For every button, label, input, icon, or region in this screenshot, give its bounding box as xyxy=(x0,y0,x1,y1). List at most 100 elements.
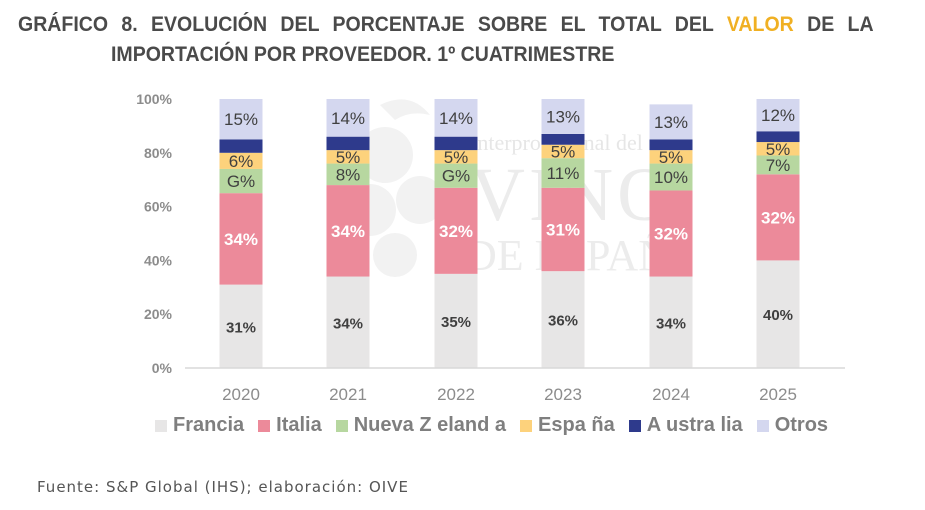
bars: 31%34%G%6%15%34%34%8%5%14%35%32%G%5%14%3… xyxy=(219,99,800,368)
bar-segment-italia xyxy=(649,190,693,277)
y-tick-label: 80% xyxy=(144,145,173,161)
legend-label: Otros xyxy=(774,414,829,436)
data-label: 8% xyxy=(336,165,361,184)
legend-item-españa: Espa ña xyxy=(520,414,615,437)
x-tick-label: 2021 xyxy=(329,385,367,404)
x-tick-label: 2023 xyxy=(544,385,582,404)
legend-swatch xyxy=(520,419,533,432)
bar-segment-italia xyxy=(219,193,263,285)
bar-segment-españa xyxy=(649,150,693,164)
bar-segment-francia xyxy=(756,260,800,368)
legend-item-italia: Italia xyxy=(258,414,322,437)
title-accent: VALOR xyxy=(726,13,794,36)
bar-segment-australia xyxy=(649,139,693,151)
bar-segment-italia xyxy=(434,187,478,274)
y-tick-label: 60% xyxy=(144,199,173,215)
bar-segment-otros xyxy=(326,99,370,137)
data-label: 35% xyxy=(441,314,471,331)
data-label: 34% xyxy=(331,222,365,241)
bar-segment-nueva-zelanda xyxy=(434,163,478,188)
bar-segment-otros xyxy=(541,99,585,134)
bar-segment-españa xyxy=(326,150,370,164)
data-label: 34% xyxy=(224,230,258,249)
bar-segment-nueva-zelanda xyxy=(326,163,370,186)
legend: Francia Italia Nueva Z eland a Espa ña A ust… xyxy=(155,414,828,437)
bar-segment-españa xyxy=(541,144,585,159)
data-label: 36% xyxy=(548,313,578,330)
legend-swatch xyxy=(155,419,167,432)
legend-item-francia: Francia xyxy=(155,414,244,437)
legend-label: Italia xyxy=(276,414,322,436)
x-tick-label: 2022 xyxy=(437,385,475,404)
x-axis: 2020 2021 2022 2023 2024 2025 xyxy=(222,385,797,404)
chart-title: GRÁFICO 8. EVOLUCIÓN DEL PORCENTAJE SOBR… xyxy=(18,10,874,70)
y-axis: 0% 20% 40% 60% 80% 100% xyxy=(136,91,172,376)
title-text: GRÁFICO 8. EVOLUCIÓN DEL PORCENTAJE SOBR… xyxy=(18,13,727,36)
data-label: 32% xyxy=(654,225,688,244)
bar-segment-otros xyxy=(219,99,263,140)
bar-segment-australia xyxy=(756,131,800,143)
data-label: 5% xyxy=(444,148,469,167)
bar-segment-otros xyxy=(756,99,800,132)
y-tick-label: 40% xyxy=(144,252,173,268)
data-label: 14% xyxy=(331,109,365,128)
data-label: 5% xyxy=(659,148,684,167)
data-label: G% xyxy=(227,172,255,191)
bar-segment-italia xyxy=(541,187,585,272)
data-label: 5% xyxy=(766,140,791,159)
x-tick-label: 2020 xyxy=(222,385,260,404)
data-label: 14% xyxy=(439,109,473,128)
data-label: 32% xyxy=(761,208,795,227)
legend-label: Francia xyxy=(173,414,245,436)
data-label: 10% xyxy=(654,168,688,187)
bar-segment-nueva-zelanda xyxy=(541,158,585,188)
data-label: 5% xyxy=(336,148,361,167)
legend-label: A ustra lia xyxy=(646,414,743,436)
bar-stack-2025: 40% 32% 7%5% 12% xyxy=(756,99,800,368)
data-label: 13% xyxy=(546,107,580,126)
bar-segment-francia xyxy=(541,271,585,368)
bar-segment-francia xyxy=(219,284,263,368)
data-label: 11% xyxy=(547,164,580,183)
data-label: 5% xyxy=(551,142,576,161)
title-line-2: IMPORTACIÓN POR PROVEEDOR. 1º CUATRIMEST… xyxy=(111,43,615,66)
bar-stack-2022: 35% 32% G%5% 14% xyxy=(434,99,478,368)
data-label: 12% xyxy=(761,106,795,125)
bar-stack-2020: 31% 34% G%6% 15% xyxy=(219,99,263,368)
data-label: 15% xyxy=(224,110,258,129)
x-tick-label: 2025 xyxy=(759,385,797,404)
x-tick-label: 2024 xyxy=(652,385,690,404)
legend-item-otros: Otros xyxy=(756,414,829,437)
bar-segment-otros xyxy=(434,99,478,137)
data-label: 31% xyxy=(546,220,580,239)
bar-stack-2023: 36% 31% 11% 5% 13% xyxy=(541,99,585,368)
bar-segment-españa xyxy=(434,150,478,164)
data-label: 40% xyxy=(763,307,793,324)
bar-segment-italia xyxy=(326,185,370,277)
bar-segment-nueva-zelanda xyxy=(756,155,800,175)
bar-segment-otros xyxy=(649,104,693,140)
data-label: 32% xyxy=(439,222,473,241)
legend-swatch xyxy=(628,419,641,432)
title-text-end: DE LA xyxy=(793,13,874,36)
data-label: 7% xyxy=(766,156,791,175)
y-tick-label: 100% xyxy=(136,91,172,107)
bar-segment-australia xyxy=(326,136,370,151)
bar-segment-nueva-zelanda xyxy=(219,168,263,194)
legend-item-australia: A ustra lia xyxy=(628,414,743,437)
bar-segment-francia xyxy=(649,276,693,368)
bar-segment-españa xyxy=(756,142,800,156)
bar-stack-2024: 34% 32% 10%5% 13% xyxy=(649,104,693,368)
stacked-bar-chart: 0%20%40%60%80%100% 31%34%G%6%15%34%34%8%… xyxy=(136,91,845,404)
title-line-1: GRÁFICO 8. EVOLUCIÓN DEL PORCENTAJE SOBR… xyxy=(18,10,874,40)
bar-segment-francia xyxy=(434,273,478,368)
source-note: Fuente: S&P Global (IHS); elaboración: O… xyxy=(37,478,409,496)
legend-label: Nueva Z eland a xyxy=(353,414,507,436)
legend-swatch xyxy=(258,419,271,432)
bar-segment-nueva-zelanda xyxy=(649,163,693,191)
y-tick-label: 0% xyxy=(152,360,173,376)
bar-segment-españa xyxy=(219,152,263,169)
bar-segment-australia xyxy=(541,133,585,145)
data-label: 31% xyxy=(226,319,256,336)
legend-label: Espa ña xyxy=(538,414,615,436)
